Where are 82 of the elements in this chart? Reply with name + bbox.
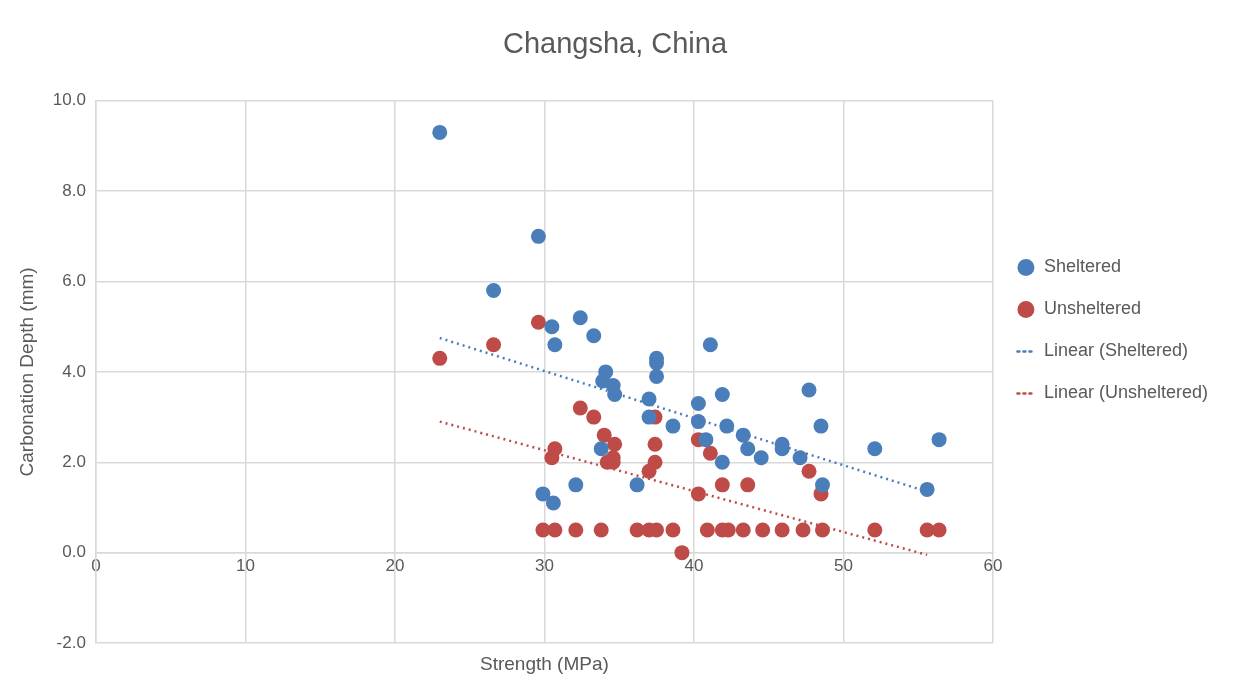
point: [690, 414, 706, 430]
point: [814, 522, 830, 538]
y-tick-label: 6.0: [62, 271, 86, 291]
y-axis-title: Carbonation Depth (mm): [15, 267, 37, 477]
point: [665, 522, 681, 538]
point: [641, 409, 657, 425]
point: [740, 441, 756, 457]
point: [593, 441, 609, 457]
point: [714, 386, 730, 402]
chart-title: Changsha, China: [502, 27, 728, 60]
point: [867, 441, 883, 457]
point: [544, 319, 560, 335]
y-tick-label: 4.0: [62, 361, 86, 381]
point: [647, 436, 663, 452]
point: [572, 310, 588, 326]
point: [586, 409, 602, 425]
point: [714, 454, 730, 470]
point: [792, 450, 808, 466]
x-axis-title: Strength (MPa): [479, 653, 609, 675]
point: [486, 337, 502, 353]
y-tick-label: 0.0: [62, 542, 86, 562]
point: [931, 522, 947, 538]
point: [535, 486, 551, 502]
point: [572, 400, 588, 416]
point: [735, 522, 751, 538]
point: [674, 545, 690, 561]
point: [719, 418, 735, 434]
point: [740, 477, 756, 493]
point: [593, 522, 609, 538]
point: [486, 283, 502, 299]
point: [641, 391, 657, 407]
y-tick-label: 8.0: [62, 180, 86, 200]
point: [547, 337, 563, 353]
point: [867, 522, 883, 538]
point: [629, 477, 645, 493]
legend-label: Unsheltered: [1043, 298, 1141, 319]
point: [568, 477, 584, 493]
point: [665, 418, 681, 434]
point: [690, 396, 706, 412]
point: [919, 481, 935, 497]
point: [801, 463, 817, 479]
point: [586, 328, 602, 344]
point: [530, 314, 546, 330]
point: [545, 495, 561, 511]
point: [547, 522, 563, 538]
legend-label: Linear (Sheltered): [1043, 340, 1189, 361]
y-tick-label: -2.0: [56, 632, 86, 652]
point: [432, 350, 448, 366]
point: [813, 418, 829, 434]
point: [649, 368, 665, 384]
point: [568, 522, 584, 538]
point: [607, 436, 623, 452]
point: [801, 382, 817, 398]
point: [753, 450, 769, 466]
y-tick-label: 2.0: [62, 451, 86, 471]
x-tick-label: 30: [534, 555, 554, 575]
point: [714, 477, 730, 493]
point: [432, 124, 448, 140]
point: [530, 228, 546, 244]
point: [544, 450, 560, 466]
point: [699, 522, 715, 538]
x-tick-label: 0: [91, 555, 101, 575]
point: [698, 432, 714, 448]
point: [702, 337, 718, 353]
point: [795, 522, 811, 538]
point: [596, 427, 612, 443]
point: [690, 486, 706, 502]
x-tick-label: 20: [385, 555, 405, 575]
point: [931, 432, 947, 448]
x-tick-label: 10: [235, 555, 255, 575]
x-tick-label: 50: [833, 555, 853, 575]
point: [735, 427, 751, 443]
point: [641, 463, 657, 479]
x-tick-label: 60: [983, 555, 1003, 575]
point: [814, 477, 830, 493]
point: [702, 445, 718, 461]
x-tick-label: 40: [684, 555, 704, 575]
y-tick-label: 10.0: [52, 90, 86, 110]
point: [755, 522, 771, 538]
legend-label: Sheltered: [1043, 256, 1121, 277]
legend-label: Linear (Unsheltered): [1043, 382, 1209, 403]
point: [774, 522, 790, 538]
